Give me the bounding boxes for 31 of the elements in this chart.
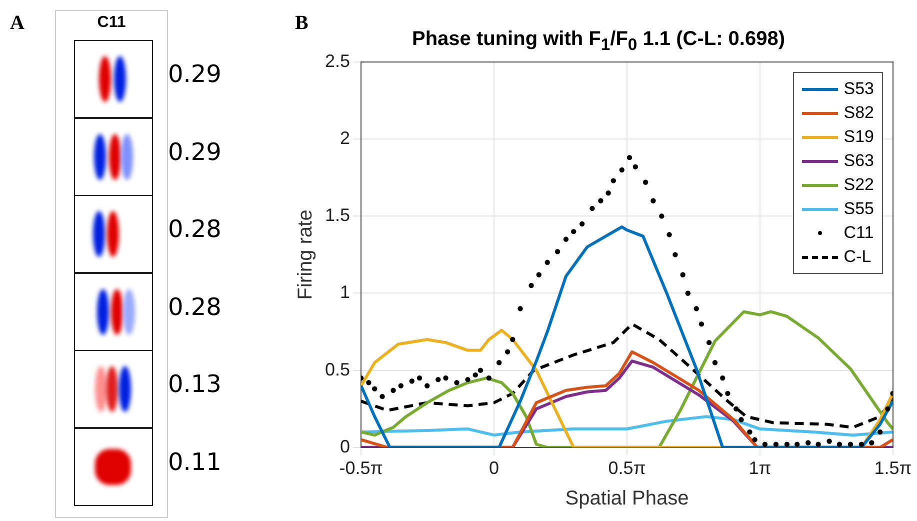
x-tick-label: 1π [748, 458, 772, 478]
text: C11 [96, 14, 127, 32]
y-tick-label: 1 [340, 282, 350, 302]
x-tick-label: 0.5π [608, 458, 646, 478]
text: 0.28 [168, 292, 222, 320]
y-tick-label: 0.5 [324, 359, 350, 380]
text: A [10, 12, 24, 35]
legend-label: C-L [844, 246, 872, 268]
legend-label: S63 [844, 150, 874, 172]
text: 0.29 [168, 138, 222, 166]
y-tick-label: 2.5 [324, 50, 350, 71]
text: 0.29 [168, 60, 222, 88]
legend-label: S55 [844, 198, 874, 220]
text: B [295, 12, 308, 35]
legend-label: S22 [844, 174, 874, 196]
y-tick-label: 1.5 [324, 205, 350, 226]
legend-label: C11 [844, 222, 874, 244]
legend-label: S82 [844, 102, 874, 124]
y-axis-title: Firing rate [294, 210, 317, 300]
x-tick-label: 0 [489, 458, 500, 478]
legend-label: S53 [844, 78, 874, 100]
x-tick-label: -0.5π [339, 458, 383, 478]
x-axis-title: Spatial Phase [565, 488, 689, 510]
chart-title: Phase tuning with F$_{1}$/F$_{0}$ 1.1 (C-L: 0.698) [412, 28, 786, 54]
y-tick-label: 2 [340, 128, 350, 148]
legend-label: S19 [844, 126, 874, 148]
text: 0.13 [168, 370, 222, 398]
y-tick-label: 0 [340, 436, 350, 456]
text: 0.11 [168, 448, 222, 476]
text: 0.28 [168, 215, 222, 243]
x-tick-label: 1.5π [874, 458, 912, 478]
